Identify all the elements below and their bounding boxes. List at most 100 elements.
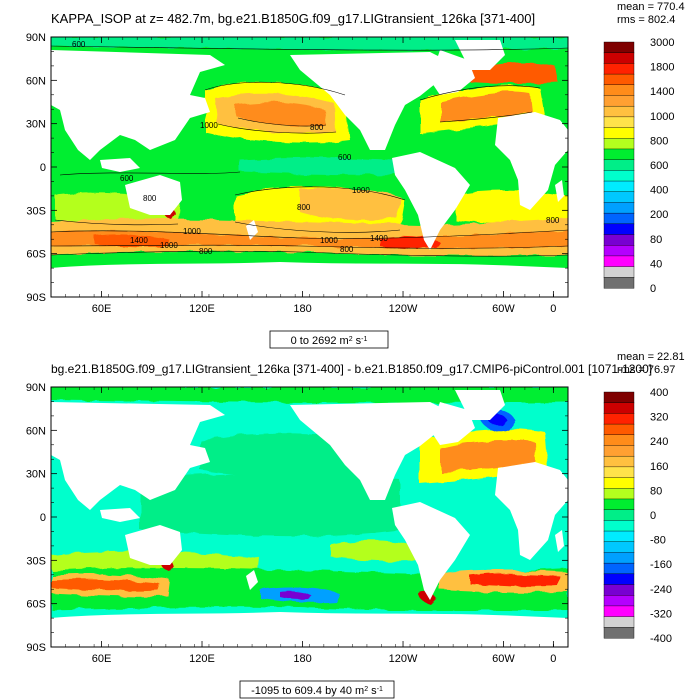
bottom-colorbar-swatch [603, 477, 635, 489]
top-land-north-america [290, 52, 450, 150]
bottom-colorbar-label: 160 [650, 461, 668, 473]
bottom-ytick-label: 60S [26, 599, 46, 611]
top-contour-npac-1 [204, 81, 346, 96]
bot-land-eurasia [51, 402, 225, 510]
bot-arctic [51, 387, 568, 403]
bottom-colorbar-label: 80 [650, 485, 662, 497]
panel-bottom-axes: 90N 60N 30N 0 30S 60S 90S 60E 120E 180 120W 60W 0 [26, 382, 568, 665]
top-colorbar-swatch [603, 255, 635, 268]
top-ytick-label: 0 [40, 162, 46, 174]
top-clabel-1400-so2: 1400 [370, 234, 388, 243]
top-clabel-600-arctic: 600 [72, 40, 86, 49]
bottom-colorbar-swatch [603, 552, 635, 564]
bot-spac-cold-core [280, 591, 312, 600]
top-contour-natl-1 [419, 85, 541, 101]
top-contour-eq [59, 171, 241, 176]
bottom-colorbar-swatch [603, 498, 635, 511]
bottom-xtick-label: 0 [550, 653, 556, 665]
top-clabel-1000-so2: 1000 [160, 241, 178, 250]
bottom-colorbar-swatch [603, 434, 635, 446]
bottom-xtick-label: 60W [492, 653, 515, 665]
top-xtick-label: 0 [550, 303, 556, 315]
bot-land [51, 390, 568, 647]
bottom-colorbar-swatch [603, 562, 635, 575]
panel-bottom-map [51, 387, 568, 647]
top-clabel-600-pac: 600 [120, 174, 134, 183]
top-colorbar-swatch [603, 105, 635, 118]
panel-bottom-range-box: -1095 to 609.4 by 40 m2 s-1 [239, 680, 395, 699]
top-clabel-1000-npac: 1000 [200, 121, 218, 130]
top-colorbar-label: 800 [650, 135, 668, 147]
panel-top-range-sup2: -1 [361, 336, 367, 343]
bottom-xtick-label: 120E [189, 653, 215, 665]
bottom-xtick-label: 180 [293, 653, 311, 665]
bottom-colorbar-swatch [603, 455, 635, 468]
bottom-colorbar-swatch [603, 402, 635, 414]
top-contour-sind [54, 219, 179, 226]
bottom-colorbar-swatch [603, 605, 635, 618]
top-colorbar-label: 3000 [650, 37, 674, 49]
bottom-colorbar-label: -400 [650, 633, 672, 645]
top-contour-south-2 [51, 244, 568, 249]
top-clabel-800-npac: 800 [310, 123, 324, 132]
bottom-colorbar-label: 240 [650, 436, 668, 448]
bottom-colorbar-swatch [603, 509, 635, 521]
bottom-colorbar-label: -320 [650, 608, 672, 620]
bot-land-new-zealand [246, 570, 258, 590]
top-xtick-label: 120W [389, 303, 418, 315]
top-colorbar-label: 0 [650, 283, 656, 295]
bottom-colorbar-label: -160 [650, 559, 672, 571]
panel-bottom-mean: mean = 22.81 [617, 351, 685, 363]
bottom-colorbar-swatch [603, 541, 635, 553]
top-colorbar-label: 400 [650, 185, 668, 197]
top-colorbar-swatch [603, 223, 635, 236]
bot-land-north-america [290, 402, 450, 500]
bottom-xtick-label: 120W [389, 653, 418, 665]
top-clabel-800-so1: 800 [199, 247, 213, 256]
bottom-colorbar-swatch [603, 445, 635, 457]
top-colorbar-swatch [603, 41, 635, 54]
bottom-ytick-label: 90N [26, 382, 46, 394]
panel-top-range-mid: s [353, 335, 362, 347]
top-xtick-label: 60E [92, 303, 112, 315]
top-colorbar-label: 1000 [650, 111, 674, 123]
panel-top-rms: rms = 802.4 [617, 14, 675, 26]
panel-bottom: bg.e21.B1850G.f09_g17.LIGtransient_126ka… [26, 351, 685, 699]
top-land-eurasia [51, 50, 225, 160]
bottom-colorbar-swatch [603, 423, 635, 436]
bot-land-maritime [100, 508, 140, 522]
top-equatorial-band [240, 157, 420, 175]
top-colorbar-swatch [603, 212, 635, 225]
top-land-south-america [392, 152, 470, 250]
bottom-colorbar-label: 400 [650, 387, 668, 399]
bottom-colorbar-swatch [603, 573, 635, 586]
top-colorbar-swatch [603, 127, 635, 139]
bottom-colorbar-swatch [603, 616, 635, 628]
panel-bottom-range-sup2: -1 [377, 686, 383, 693]
panel-top-mean: mean = 770.4 [617, 1, 685, 13]
bot-land-madagascar [555, 530, 564, 552]
panel-top-axes: 90N 60N 30N 0 30S 60S 90S 60E 120E 180 120W 60W 0 [26, 32, 568, 315]
top-contour-spac-2 [234, 221, 401, 233]
top-ytick-label: 30S [26, 205, 46, 217]
top-xtick-label: 60W [492, 303, 515, 315]
top-ytick-label: 60N [26, 75, 46, 87]
top-land-antarctica [51, 262, 568, 297]
bot-npac-patch [200, 433, 372, 478]
panel-bottom-title: bg.e21.B1850G.f09_g17.LIGtransient_126ka… [51, 362, 652, 376]
bottom-colorbar-swatch [603, 627, 635, 639]
top-clabel-800-spac: 800 [297, 203, 311, 212]
top-contour-arctic [51, 45, 568, 51]
bottom-ytick-label: 30N [26, 469, 46, 481]
top-contour-spac-1 [234, 186, 406, 201]
top-colorbar-swatch [603, 159, 635, 171]
top-colorbar-swatch [603, 95, 635, 107]
top-natl-band-core [440, 92, 532, 122]
top-colorbar-label: 1400 [650, 86, 674, 98]
top-land-africa [495, 112, 568, 210]
bot-land-south-america [392, 502, 470, 600]
bot-land-greenland [455, 390, 505, 420]
bottom-ytick-label: 0 [40, 512, 46, 524]
bottom-colorbar-swatch [603, 520, 635, 532]
